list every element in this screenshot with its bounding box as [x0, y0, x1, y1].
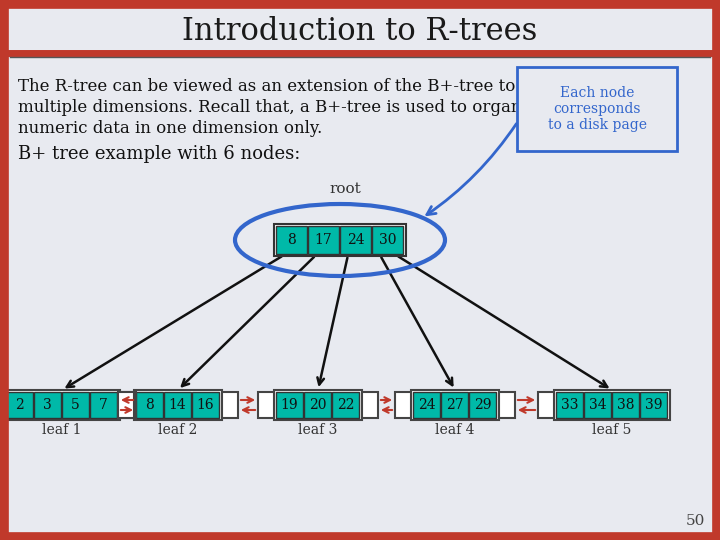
- Text: 20: 20: [309, 398, 326, 412]
- Text: root: root: [329, 182, 361, 196]
- Bar: [192, 392, 219, 418]
- Text: 3: 3: [43, 398, 52, 412]
- Bar: [276, 392, 303, 418]
- Bar: [612, 392, 639, 418]
- Text: 24: 24: [418, 398, 436, 412]
- Bar: [90, 392, 117, 418]
- Bar: [395, 392, 411, 418]
- Bar: [332, 392, 359, 418]
- Bar: [308, 226, 339, 254]
- Text: leaf 3: leaf 3: [298, 423, 338, 437]
- Text: The R-tree can be viewed as an extension of the B+-tree to handle: The R-tree can be viewed as an extension…: [18, 78, 577, 95]
- Bar: [554, 390, 670, 420]
- Bar: [274, 224, 406, 256]
- Bar: [62, 392, 89, 418]
- Text: leaf 5: leaf 5: [593, 423, 631, 437]
- Text: 8: 8: [145, 398, 154, 412]
- Text: 7: 7: [99, 398, 108, 412]
- Text: 27: 27: [446, 398, 463, 412]
- Text: 50: 50: [685, 514, 705, 528]
- Bar: [499, 392, 515, 418]
- Bar: [274, 390, 362, 420]
- Bar: [372, 226, 403, 254]
- Bar: [411, 390, 499, 420]
- Bar: [556, 392, 583, 418]
- Text: leaf 4: leaf 4: [436, 423, 474, 437]
- Bar: [441, 392, 468, 418]
- Text: 8: 8: [287, 233, 296, 247]
- Text: 16: 16: [197, 398, 215, 412]
- Bar: [276, 226, 307, 254]
- Text: 30: 30: [379, 233, 396, 247]
- Text: Each node
corresponds
to a disk page: Each node corresponds to a disk page: [547, 86, 647, 132]
- Text: 38: 38: [617, 398, 634, 412]
- Bar: [340, 226, 371, 254]
- Text: B+ tree example with 6 nodes:: B+ tree example with 6 nodes:: [18, 145, 300, 163]
- Text: 29: 29: [474, 398, 491, 412]
- Bar: [469, 392, 496, 418]
- Text: leaf 2: leaf 2: [158, 423, 198, 437]
- Bar: [222, 392, 238, 418]
- Bar: [413, 392, 440, 418]
- Text: 22: 22: [337, 398, 354, 412]
- Bar: [640, 392, 667, 418]
- Text: leaf 1: leaf 1: [42, 423, 82, 437]
- Bar: [6, 392, 33, 418]
- Text: 39: 39: [644, 398, 662, 412]
- Bar: [362, 392, 378, 418]
- Text: 14: 14: [168, 398, 186, 412]
- Bar: [4, 390, 120, 420]
- Bar: [304, 392, 331, 418]
- Text: 19: 19: [281, 398, 298, 412]
- Text: numeric data in one dimension only.: numeric data in one dimension only.: [18, 120, 323, 137]
- Bar: [538, 392, 554, 418]
- Text: 5: 5: [71, 398, 80, 412]
- FancyBboxPatch shape: [517, 67, 677, 151]
- Bar: [34, 392, 61, 418]
- Text: 2: 2: [15, 398, 24, 412]
- Text: 24: 24: [347, 233, 364, 247]
- Text: 17: 17: [315, 233, 333, 247]
- Bar: [584, 392, 611, 418]
- Text: 33: 33: [561, 398, 578, 412]
- Bar: [164, 392, 191, 418]
- Bar: [136, 392, 163, 418]
- Text: multiple dimensions. Recall that, a B+-tree is used to organize: multiple dimensions. Recall that, a B+-t…: [18, 99, 545, 116]
- Bar: [120, 392, 136, 418]
- Text: Introduction to R-trees: Introduction to R-trees: [182, 17, 538, 48]
- Text: 34: 34: [589, 398, 606, 412]
- Bar: [258, 392, 274, 418]
- Bar: [118, 392, 134, 418]
- Bar: [134, 390, 222, 420]
